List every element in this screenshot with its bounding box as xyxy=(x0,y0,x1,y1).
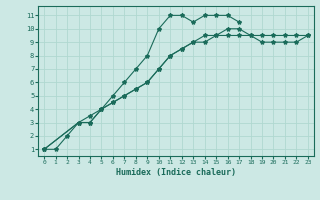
X-axis label: Humidex (Indice chaleur): Humidex (Indice chaleur) xyxy=(116,168,236,177)
